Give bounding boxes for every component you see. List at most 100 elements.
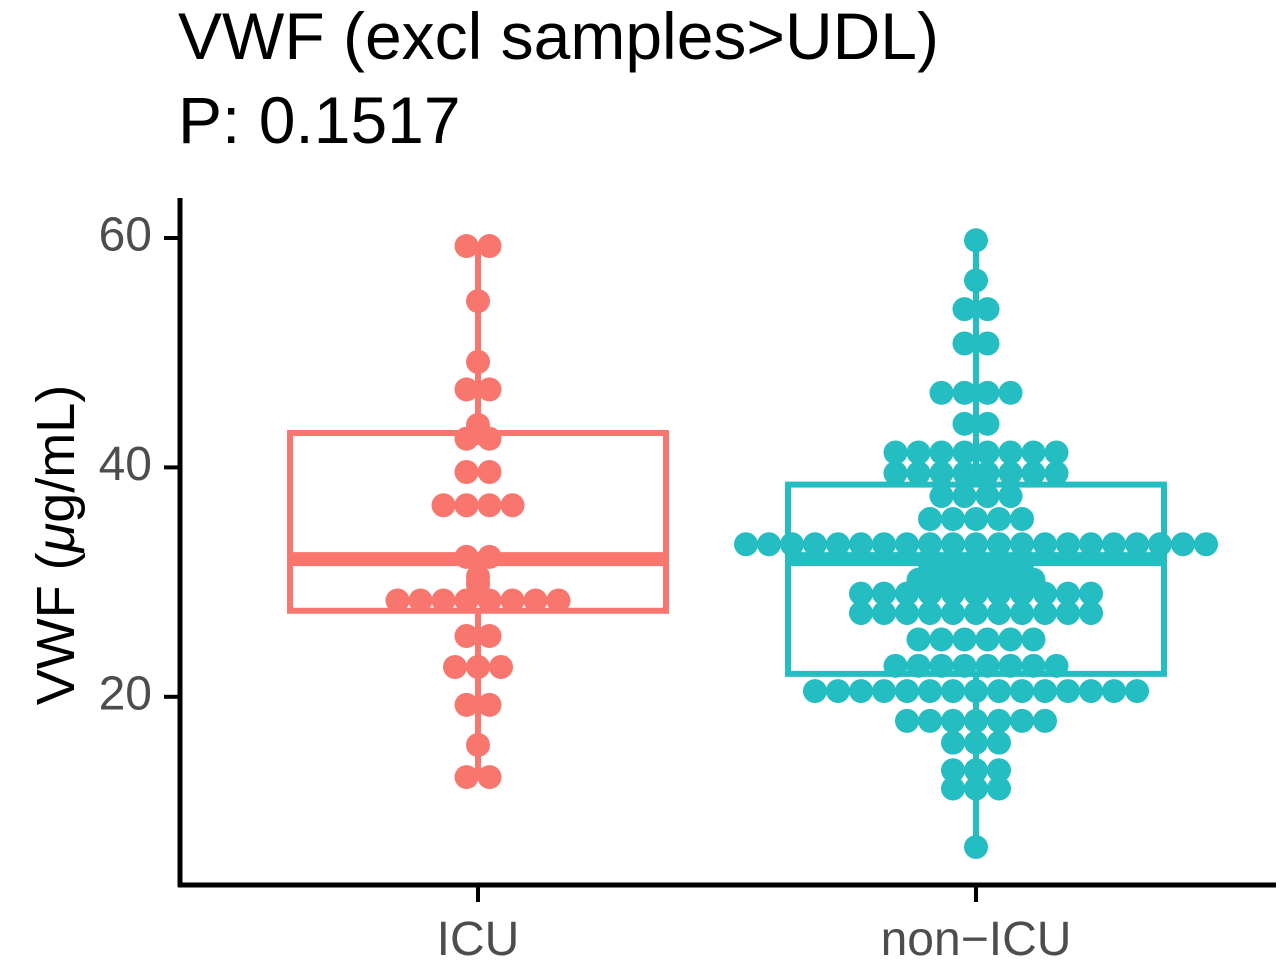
data-point-non-icu [918,581,942,606]
data-point-non-icu [849,581,873,606]
data-point-non-icu [1033,581,1057,606]
data-point-non-icu [826,532,850,557]
data-point-non-icu [1125,532,1149,557]
data-point-non-icu [952,461,977,486]
data-point-non-icu [1044,461,1069,486]
data-point-non-icu [929,380,954,405]
data-point-icu [385,588,410,613]
data-point-non-icu [975,380,1000,405]
data-point-icu [477,234,502,259]
data-point-icu [546,588,571,613]
data-point-non-icu [895,581,919,606]
data-point-non-icu [918,601,942,626]
data-point-non-icu [929,461,954,486]
y-tick-label-40: 40 [99,438,152,491]
data-point-non-icu [826,679,850,704]
data-point-non-icu [998,380,1023,405]
data-point-non-icu [941,679,965,704]
data-point-non-icu [918,679,942,704]
data-point-non-icu [849,679,873,704]
data-point-non-icu [1056,601,1080,626]
data-point-non-icu [895,532,919,557]
data-point-non-icu [952,380,977,405]
data-point-non-icu [872,532,896,557]
data-point-non-icu [803,679,827,704]
data-point-non-icu [975,440,1000,465]
data-point-non-icu [1044,440,1069,465]
data-point-icu [431,588,456,613]
data-point-non-icu [964,268,988,293]
data-point-icu [477,459,502,484]
data-point-non-icu [941,532,965,557]
data-point-non-icu [872,581,896,606]
data-point-non-icu [998,627,1023,652]
data-point-icu [477,426,502,451]
data-point-non-icu [952,440,977,465]
data-point-non-icu [1079,532,1103,557]
data-point-icu [443,654,467,679]
data-point-icu [454,426,479,451]
data-point-non-icu [1021,627,1046,652]
y-axis-label-unit: μ [26,523,86,555]
data-point-non-icu [964,758,988,783]
data-point-icu [454,377,479,402]
data-point-non-icu [1010,708,1034,733]
data-point-non-icu [883,461,908,486]
data-point-non-icu [941,601,965,626]
data-point-icu [466,289,490,314]
data-point-non-icu [906,627,931,652]
data-point-non-icu [1079,679,1103,704]
data-point-non-icu [1021,461,1046,486]
data-point-icu [466,654,490,679]
y-tick-label-60: 60 [99,209,152,262]
data-point-non-icu [918,507,942,532]
data-point-non-icu [952,411,977,436]
data-point-non-icu [1148,532,1172,557]
data-point-non-icu [964,601,988,626]
data-point-non-icu [849,532,873,557]
data-point-non-icu [964,835,988,860]
data-point-non-icu [1010,679,1034,704]
data-point-non-icu [987,679,1011,704]
data-point-non-icu [987,601,1011,626]
data-point-non-icu [1194,532,1218,557]
data-point-non-icu [734,532,758,557]
data-point-non-icu [1033,708,1057,733]
data-point-non-icu [975,331,1000,356]
data-point-non-icu [1010,507,1034,532]
data-point-non-icu [941,507,965,532]
y-axis-label-unit-rest: g/mL) [26,385,86,523]
data-point-non-icu [998,484,1023,509]
data-point-non-icu [1056,532,1080,557]
y-axis-label-main: VWF ( [26,552,86,705]
data-point-icu [454,765,479,790]
data-point-icu [489,654,513,679]
data-point-non-icu [941,776,965,801]
data-point-non-icu [952,331,977,356]
data-point-icu [454,493,479,518]
data-point-non-icu [952,297,977,322]
data-point-non-icu [1079,581,1103,606]
data-point-non-icu [929,440,954,465]
data-point-non-icu [757,532,781,557]
data-point-non-icu [895,601,919,626]
data-point-non-icu [975,653,1000,678]
data-point-icu [431,493,456,518]
data-point-non-icu [906,461,931,486]
data-point-non-icu [987,758,1011,783]
data-point-non-icu [998,440,1023,465]
data-point-non-icu [975,484,1000,509]
x-tick-label-non-icu: non−ICU [881,913,1072,960]
data-point-non-icu [964,532,988,557]
x-tick-label-icu: ICU [437,913,520,960]
data-point-non-icu [929,484,954,509]
data-point-non-icu [987,730,1011,755]
data-point-non-icu [929,627,954,652]
data-point-non-icu [803,532,827,557]
data-point-icu [454,624,479,649]
data-point-non-icu [1033,679,1057,704]
data-point-non-icu [964,708,988,733]
data-point-non-icu [987,507,1011,532]
data-point-non-icu [906,653,931,678]
data-point-icu [477,377,502,402]
